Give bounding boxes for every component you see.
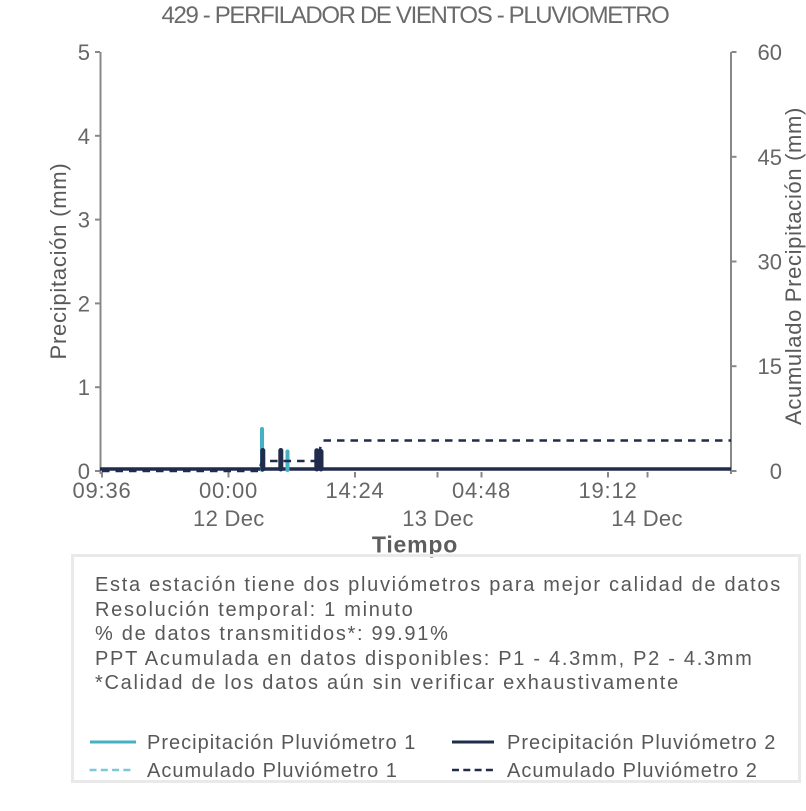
svg-text:*Calidad de los datos aún sin: *Calidad de los datos aún sin verificar … [95, 672, 680, 694]
svg-text:15: 15 [758, 354, 782, 379]
svg-text:0: 0 [770, 459, 782, 484]
svg-text:12 Dec: 12 Dec [193, 506, 265, 531]
svg-text:Precipitación Pluviómetro 2: Precipitación Pluviómetro 2 [507, 732, 776, 754]
svg-text:19:12: 19:12 [578, 478, 637, 503]
svg-text:4: 4 [78, 124, 90, 149]
svg-text:04:48: 04:48 [452, 478, 511, 503]
svg-text:1: 1 [78, 375, 90, 400]
svg-text:13 Dec: 13 Dec [402, 506, 474, 531]
svg-text:Precipitación Pluviómetro 1: Precipitación Pluviómetro 1 [147, 732, 416, 754]
svg-text:3: 3 [78, 208, 90, 233]
svg-text:60: 60 [758, 40, 782, 65]
svg-text:PPT Acumulada en datos disponi: PPT Acumulada en datos disponibles: P1 -… [95, 648, 754, 670]
svg-text:429 - PERFILADOR DE VIENTOS -: 429 - PERFILADOR DE VIENTOS - PLUVIOMETR… [162, 2, 670, 29]
svg-text:Tiempo: Tiempo [372, 532, 458, 558]
svg-text:0: 0 [78, 459, 90, 484]
svg-text:% de datos transmitidos*: 99.9: % de datos transmitidos*: 99.91% [95, 623, 450, 645]
svg-text:Acumulado Precipitación (mm): Acumulado Precipitación (mm) [781, 107, 806, 425]
svg-text:14 Dec: 14 Dec [611, 506, 683, 531]
svg-text:30: 30 [758, 250, 782, 275]
svg-text:5: 5 [78, 40, 90, 65]
svg-text:Esta estación tiene dos pluvió: Esta estación tiene dos pluviómetros par… [95, 574, 782, 596]
svg-text:45: 45 [758, 145, 782, 170]
svg-text:Acumulado Pluviómetro 1: Acumulado Pluviómetro 1 [147, 760, 398, 782]
svg-text:Precipitación (mm): Precipitación (mm) [46, 163, 71, 360]
svg-text:Acumulado Pluviómetro 2: Acumulado Pluviómetro 2 [507, 760, 758, 782]
svg-text:2: 2 [78, 291, 90, 316]
svg-text:09:36: 09:36 [72, 478, 131, 503]
svg-text:14:24: 14:24 [325, 478, 384, 503]
svg-text:Resolución temporal: 1 minuto: Resolución temporal: 1 minuto [95, 599, 414, 621]
svg-text:00:00: 00:00 [199, 478, 258, 503]
